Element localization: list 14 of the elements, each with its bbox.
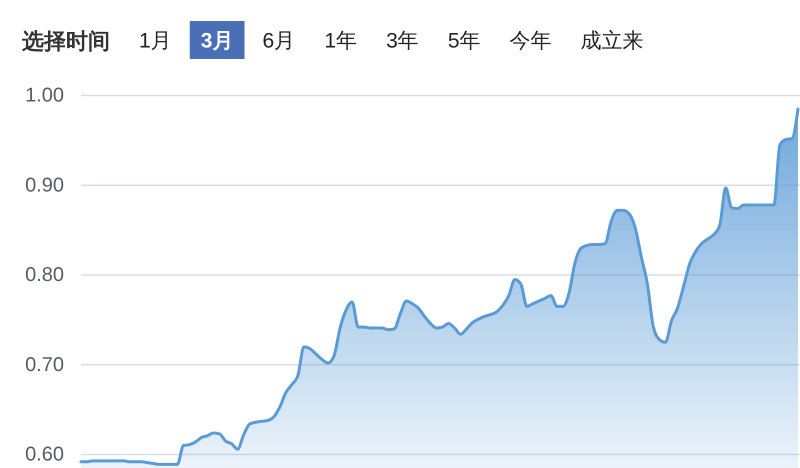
y-tick-label: 0.60 <box>25 444 64 466</box>
text: 3月 <box>200 30 234 52</box>
text: 6月 <box>262 30 296 52</box>
text: 1月 <box>139 30 172 52</box>
text: 今年 <box>510 30 552 52</box>
text: 3年 <box>386 30 419 52</box>
text: 5年 <box>448 30 481 52</box>
y-tick-label: 0.80 <box>25 264 64 286</box>
text: 选择时间 <box>21 28 110 54</box>
y-tick-label: 0.90 <box>25 174 64 196</box>
y-tick-label: 1.00 <box>25 84 64 106</box>
y-tick-label: 0.70 <box>25 354 64 376</box>
text: 1年 <box>324 30 358 52</box>
text: 成立来 <box>580 30 644 52</box>
